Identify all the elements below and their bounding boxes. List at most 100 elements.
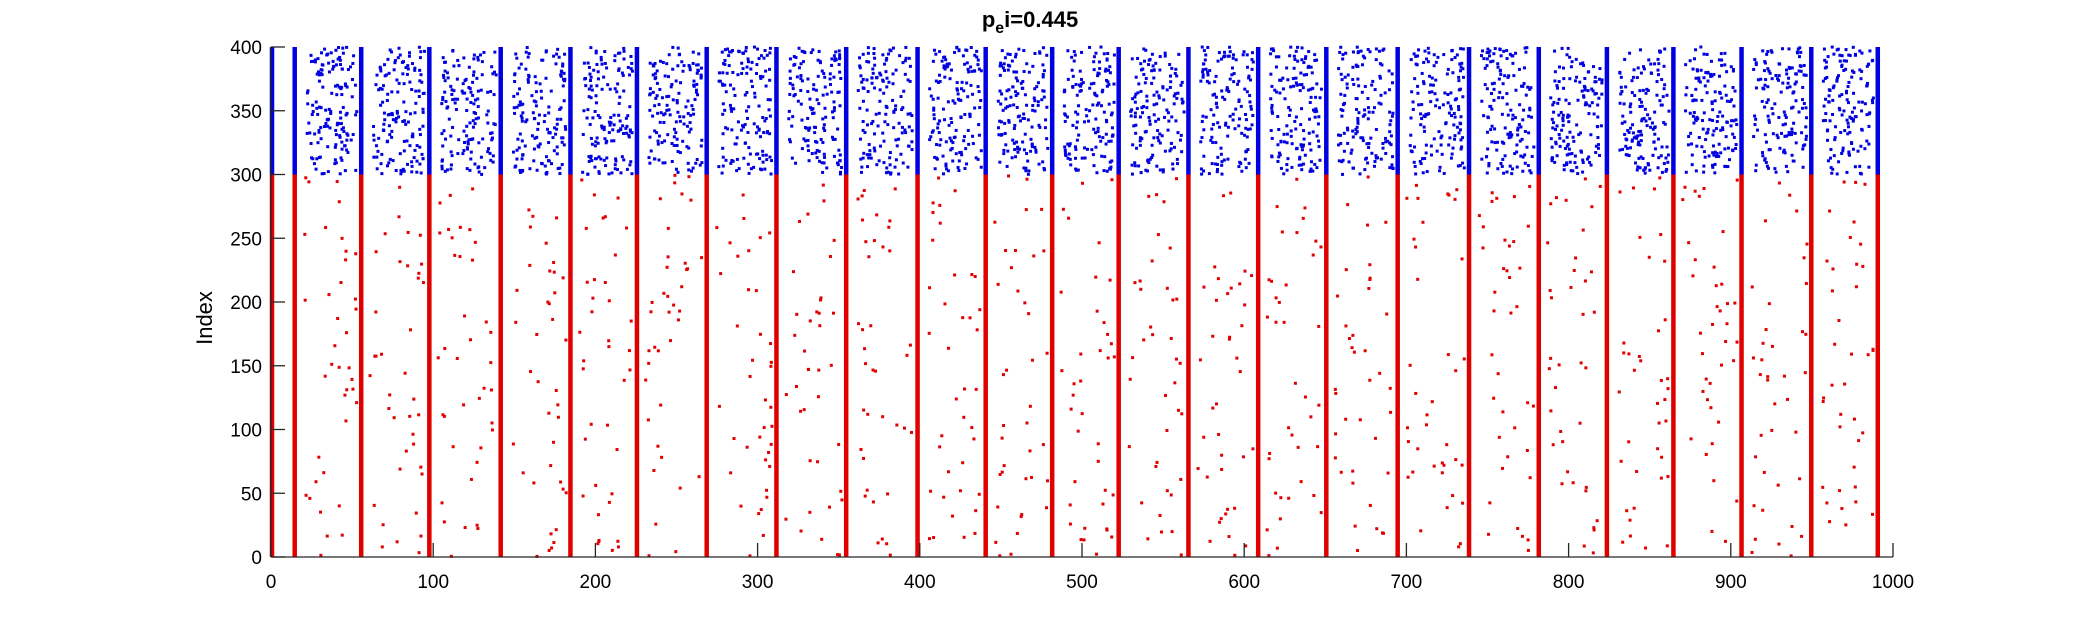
spike-point xyxy=(904,131,908,135)
spike-point xyxy=(405,162,409,166)
spike-point xyxy=(1311,253,1315,257)
spike-point xyxy=(1681,198,1685,202)
spike-point xyxy=(1244,149,1248,153)
spike-point xyxy=(1083,120,1087,124)
spike-point xyxy=(1503,154,1507,158)
spike-point xyxy=(1110,134,1114,138)
spike-point xyxy=(1450,48,1454,52)
spike-point xyxy=(1351,166,1355,170)
spike-point xyxy=(692,112,696,116)
spike-point xyxy=(1713,162,1717,166)
spike-point xyxy=(816,74,820,78)
spike-point xyxy=(341,46,345,50)
spike-point xyxy=(1361,54,1365,58)
spike-point xyxy=(554,528,558,532)
spike-point xyxy=(1594,144,1598,148)
spike-point xyxy=(335,180,339,184)
spike-point xyxy=(1427,51,1431,55)
spike-point xyxy=(615,448,619,452)
spike-point xyxy=(721,164,725,168)
spike-point xyxy=(1562,163,1566,167)
spike-point xyxy=(469,338,473,342)
spike-point xyxy=(1111,493,1115,497)
spike-point xyxy=(762,426,766,430)
spike-point xyxy=(1307,131,1311,135)
spike-point xyxy=(1717,74,1721,78)
spike-point xyxy=(1516,128,1520,132)
spike-point xyxy=(695,63,699,67)
spike-point xyxy=(1851,118,1855,122)
spike-point xyxy=(1158,68,1162,72)
spike-point xyxy=(1485,171,1489,175)
spike-point xyxy=(480,73,484,77)
spike-point xyxy=(1312,494,1316,498)
spike-point xyxy=(1009,266,1013,270)
spike-point xyxy=(1363,56,1367,60)
spike-point xyxy=(1527,131,1531,135)
spike-point xyxy=(794,385,798,389)
spike-point xyxy=(1597,77,1601,81)
spike-point xyxy=(762,56,766,60)
spike-point xyxy=(1131,356,1135,360)
spike-point xyxy=(323,47,327,51)
spike-point xyxy=(596,113,600,117)
spike-point xyxy=(1659,476,1663,480)
spike-point xyxy=(1781,123,1785,127)
spike-point xyxy=(303,298,307,302)
spike-point xyxy=(1107,83,1111,87)
spike-point xyxy=(1224,512,1228,516)
spike-point xyxy=(910,129,914,133)
spike-point xyxy=(1294,76,1298,80)
spike-point xyxy=(1496,167,1500,171)
spike-point xyxy=(1231,53,1235,57)
spike-point xyxy=(1510,133,1514,137)
spike-point xyxy=(1168,85,1172,89)
spike-point xyxy=(1854,115,1858,119)
spike-point xyxy=(390,135,394,139)
spike-point xyxy=(893,107,897,111)
spike-point xyxy=(882,139,886,143)
spike-point xyxy=(812,83,816,87)
spike-point xyxy=(326,124,330,128)
spike-point xyxy=(524,50,528,54)
spike-point xyxy=(1663,47,1667,51)
spike-point xyxy=(1637,156,1641,160)
spike-point xyxy=(379,69,383,73)
spike-point xyxy=(1512,74,1516,78)
spike-point xyxy=(1795,209,1799,213)
spike-point xyxy=(680,192,684,196)
spike-point xyxy=(594,157,598,161)
spike-point xyxy=(324,121,328,125)
spike-point xyxy=(1667,109,1671,113)
spike-point xyxy=(1409,58,1413,62)
spike-point xyxy=(1284,283,1288,287)
spike-point xyxy=(1656,329,1660,333)
spike-point xyxy=(821,141,825,145)
spike-point xyxy=(1720,63,1724,67)
spike-point xyxy=(1777,78,1781,82)
spike-point xyxy=(1787,65,1791,69)
spike-point xyxy=(1169,336,1173,340)
spike-point xyxy=(629,160,633,164)
spike-point xyxy=(421,157,425,161)
spike-point xyxy=(1453,134,1457,138)
spike-point xyxy=(816,58,820,62)
spike-point xyxy=(1859,144,1863,148)
spike-point xyxy=(1179,133,1183,137)
spike-point xyxy=(1704,71,1708,75)
spike-point xyxy=(1170,115,1174,119)
spike-point xyxy=(860,218,864,222)
spike-point xyxy=(931,129,935,133)
spike-point xyxy=(1021,86,1025,90)
spike-point xyxy=(443,169,447,173)
spike-point xyxy=(1214,162,1218,166)
spike-point xyxy=(871,67,875,71)
spike-point xyxy=(1309,167,1313,171)
spike-point xyxy=(1575,165,1579,169)
spike-point xyxy=(1003,68,1007,72)
spike-point xyxy=(438,231,442,235)
spike-point xyxy=(1658,49,1662,53)
spike-point xyxy=(1317,115,1321,119)
spike-point xyxy=(961,461,965,465)
spike-point xyxy=(412,397,416,401)
